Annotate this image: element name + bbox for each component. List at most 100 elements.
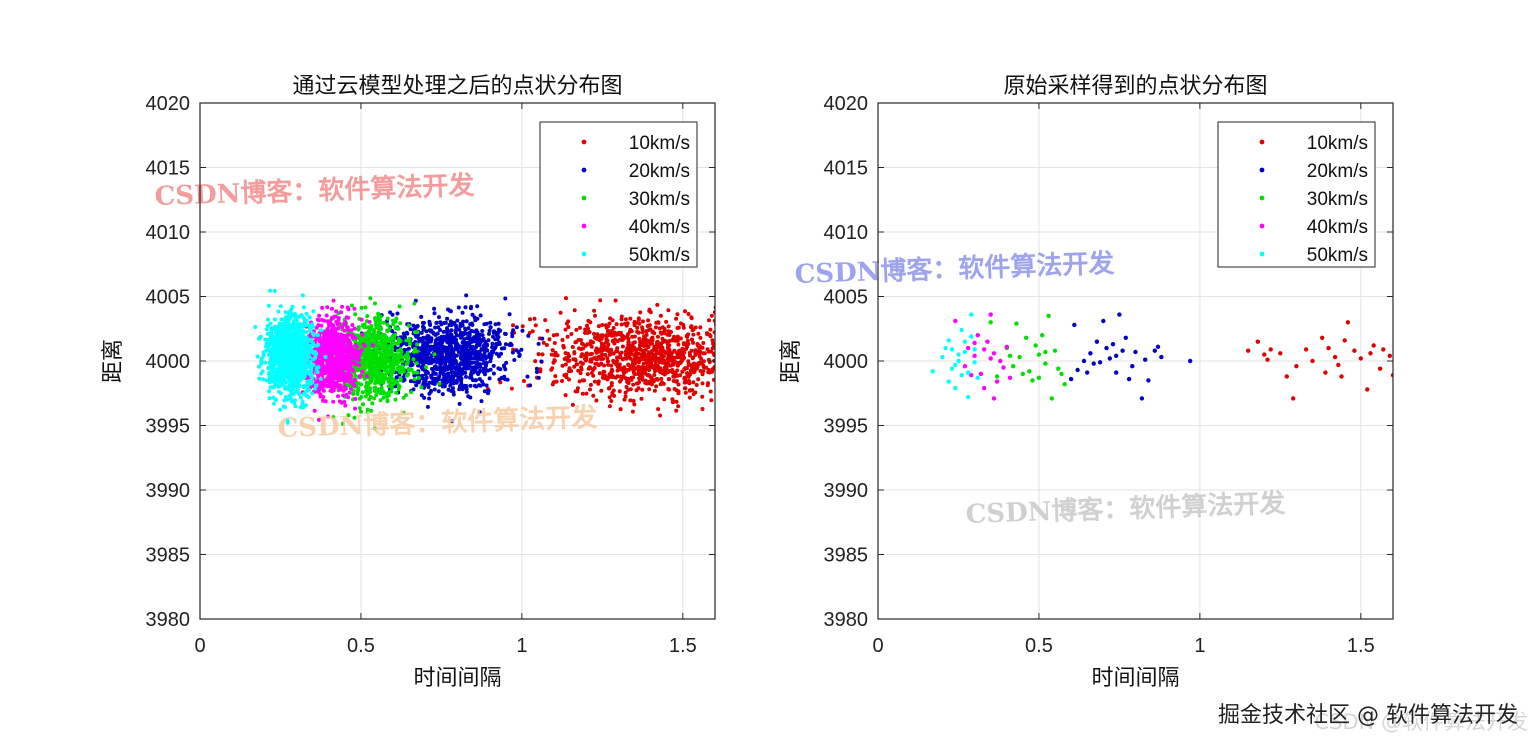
scatter-point	[729, 343, 733, 347]
scatter-point	[731, 347, 735, 351]
scatter-point	[580, 391, 585, 396]
scatter-point	[473, 350, 478, 355]
scatter-point	[563, 362, 568, 367]
scatter-point	[409, 363, 414, 368]
scatter-point	[406, 323, 411, 328]
scatter-points	[253, 288, 777, 431]
scatter-point	[739, 337, 743, 341]
scatter-point	[660, 371, 665, 376]
scatter-point	[591, 367, 596, 372]
scatter-point	[411, 387, 416, 392]
scatter-point	[345, 305, 350, 310]
scatter-point	[390, 329, 394, 333]
scatter-point	[494, 341, 499, 346]
scatter-point	[430, 366, 434, 371]
scatter-point	[335, 349, 340, 354]
scatter-point	[626, 332, 631, 337]
scatter-point	[773, 375, 777, 379]
scatter-point	[350, 367, 355, 372]
scatter-point	[609, 347, 614, 352]
scatter-point	[437, 315, 441, 320]
scatter-point	[409, 390, 414, 395]
scatter-point	[335, 355, 340, 360]
scatter-point	[658, 413, 663, 418]
scatter-point	[445, 316, 450, 321]
scatter-point	[598, 347, 603, 352]
scatter-point	[436, 366, 441, 371]
scatter-point	[691, 392, 696, 397]
scatter-point	[273, 357, 278, 362]
scatter-point	[326, 321, 331, 326]
scatter-point	[720, 339, 724, 343]
scatter-point	[708, 327, 713, 332]
scatter-point	[752, 394, 756, 398]
scatter-point	[618, 374, 623, 379]
scatter-point	[732, 332, 736, 336]
scatter-point	[308, 337, 313, 342]
scatter-point	[731, 354, 735, 358]
scatter-point	[336, 341, 341, 346]
scatter-point	[331, 415, 336, 420]
scatter-point	[599, 355, 604, 360]
scatter-point	[717, 390, 721, 394]
scatter-point	[482, 343, 487, 348]
scatter-point	[620, 344, 625, 349]
scatter-point	[555, 353, 560, 358]
scatter-point	[363, 331, 368, 336]
scatter-point	[723, 333, 727, 337]
scatter-point	[701, 365, 706, 369]
scatter-point	[314, 367, 319, 372]
scatter-point	[490, 345, 495, 350]
scatter-point	[357, 396, 362, 401]
scatter-point	[690, 388, 695, 393]
scatter-point	[310, 391, 315, 396]
scatter-point	[636, 365, 641, 370]
scatter-point	[386, 328, 391, 333]
scatter-point	[319, 328, 324, 333]
scatter-point	[486, 388, 491, 393]
scatter-point	[342, 379, 347, 384]
scatter-point	[606, 343, 610, 348]
scatter-point	[376, 387, 381, 392]
scatter-point	[662, 338, 667, 343]
scatter-point	[471, 338, 476, 343]
scatter-point	[377, 359, 382, 364]
scatter-point	[285, 397, 290, 402]
scatter-point	[474, 378, 478, 383]
scatter-point	[479, 399, 484, 404]
scatter-point	[596, 324, 601, 329]
scatter-point	[711, 341, 715, 346]
scatter-point	[290, 387, 295, 392]
scatter-point	[302, 320, 307, 325]
scatter-point	[638, 368, 643, 373]
scatter-point	[402, 333, 407, 338]
scatter-point	[282, 375, 287, 380]
scatter-point	[724, 340, 728, 344]
scatter-point	[257, 376, 262, 381]
scatter-point	[550, 348, 555, 353]
scatter-point	[563, 393, 568, 398]
scatter-point	[773, 368, 777, 372]
scatter-point	[579, 347, 583, 352]
scatter-point	[625, 379, 630, 384]
scatter-point	[696, 377, 701, 382]
scatter-point	[395, 311, 400, 316]
scatter-point	[615, 339, 620, 344]
scatter-point	[343, 403, 348, 408]
scatter-point	[483, 372, 487, 377]
scatter-point	[691, 340, 696, 345]
scatter-point	[717, 389, 721, 393]
scatter-point	[409, 367, 414, 372]
scatter-point	[564, 356, 568, 361]
scatter-point	[565, 334, 570, 339]
scatter-point	[372, 368, 377, 373]
scatter-point	[570, 402, 575, 407]
scatter-point	[638, 347, 643, 352]
scatter-point	[465, 349, 470, 354]
scatter-point	[419, 330, 424, 335]
scatter-point	[639, 396, 644, 401]
scatter-point	[301, 371, 306, 376]
scatter-point	[386, 391, 391, 396]
scatter-point	[591, 393, 596, 398]
scatter-point	[322, 318, 326, 323]
